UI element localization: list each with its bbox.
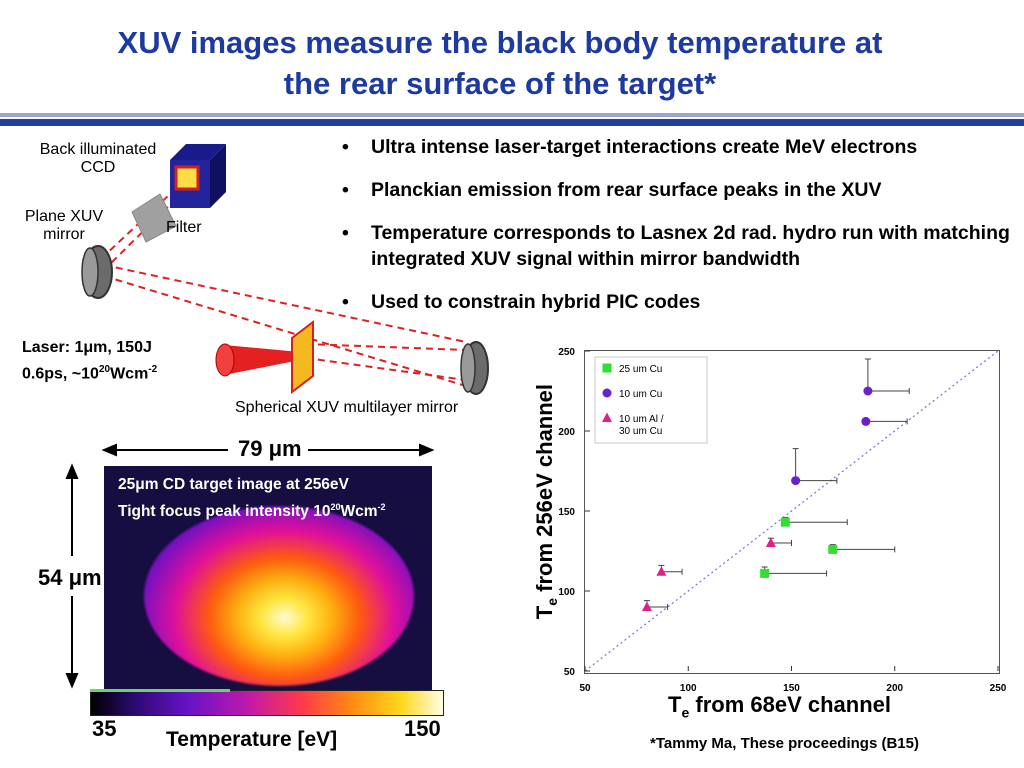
laser-cone (215, 343, 300, 377)
data-point (861, 416, 871, 426)
ccd-label: Back illuminated CCD (26, 141, 170, 177)
ccd-label-line: Back illuminated (39, 141, 157, 158)
spherical-mirror-label: Spherical XUV multilayer mirror (235, 399, 459, 416)
data-point (780, 517, 790, 527)
laser-line-1: Laser: 1μm, 150J (22, 339, 152, 356)
temperature-colorbar (90, 690, 444, 716)
ccd-cube (170, 144, 226, 208)
y-label-main: T (531, 605, 557, 620)
x-tick-label: 250 (990, 683, 1007, 694)
x-tick-label: 200 (886, 683, 903, 694)
y-tick-label: 200 (558, 427, 575, 438)
caption-exponent: 20 (330, 502, 341, 512)
laser-text-part: 0.6ps, ~10 (22, 365, 99, 383)
legend-marker (602, 412, 612, 422)
height-dimension-label: 54 μm (38, 565, 102, 591)
setup-diagram (81, 144, 489, 395)
data-point (863, 386, 873, 396)
footnote: *Tammy Ma, These proceedings (B15) (650, 735, 919, 752)
filter-label: Filter (166, 219, 202, 236)
target (291, 319, 314, 395)
plane-mirror-label: Plane XUV mirror (12, 208, 116, 244)
colorbar-label: Temperature [eV] (166, 728, 338, 751)
colorbar-max: 150 (404, 716, 441, 741)
laser-line-2: 0.6ps, ~1020Wcm-2 (22, 359, 157, 385)
y-label-rest: from 256eV channel (531, 383, 557, 598)
emission-spot (144, 506, 414, 686)
bullet-item: Used to constrain hybrid PIC codes (338, 289, 1022, 315)
bullet-list: Ultra intense laser-target interactions … (338, 134, 1022, 332)
laser-text-part: Wcm (110, 365, 149, 383)
chart-x-axis-label: Te from 68eV channel (668, 692, 891, 720)
legend-label: 10 um Al / (619, 414, 664, 425)
bullet-item: Ultra intense laser-target interactions … (338, 134, 1022, 160)
spherical-mirror (460, 341, 489, 395)
filter (131, 193, 177, 243)
caption-line-1: 25μm CD target image at 256eV (118, 476, 349, 493)
x-tick-label: 50 (579, 683, 591, 694)
laser-parameters: Laser: 1μm, 150J 0.6ps, ~1020Wcm-2 (22, 337, 157, 385)
temperature-comparison-chart: 50 100 150 200 250 50 100 150 200 250 25 um Cu 10 u… (558, 347, 1007, 694)
laser-exponent: -2 (148, 364, 158, 375)
caption-line-2: Tight focus peak intensity 1020Wcm-2 (118, 496, 386, 523)
data-point (791, 476, 801, 486)
legend-label: 30 um Cu (619, 426, 662, 437)
bullet-item: Planckian emission from rear surface pea… (338, 177, 1022, 203)
legend-label: 10 um Cu (619, 389, 662, 400)
x-label-rest: from 68eV channel (689, 692, 891, 717)
title-rule (0, 119, 1024, 126)
y-tick-label: 250 (558, 347, 575, 358)
plane-mirror-label-line: Plane XUV (24, 208, 104, 225)
data-point (641, 601, 652, 611)
colorbar-min: 35 (92, 716, 117, 741)
plane-mirror-label-line: mirror (43, 226, 85, 243)
legend-marker (602, 363, 612, 373)
title-line-2: the rear surface of the target* (283, 66, 717, 101)
slide-title: XUV images measure the black body temper… (0, 22, 1000, 104)
title-rule-light (0, 113, 1024, 117)
title-line-1: XUV images measure the black body temper… (117, 25, 883, 60)
bullet-item: Temperature corresponds to Lasnex 2d rad… (338, 220, 1022, 272)
data-point (760, 568, 770, 578)
y-tick-label: 100 (558, 587, 575, 598)
data-point (828, 544, 838, 554)
ccd-label-line: CCD (80, 159, 116, 176)
caption-text-part: Tight focus peak intensity 10 (118, 503, 331, 521)
x-label-sub: e (681, 704, 690, 721)
legend-label: 25 um Cu (619, 364, 662, 375)
colorbar-top-strip (90, 689, 230, 692)
xuv-target-image: 25μm CD target image at 256eV Tight focu… (104, 466, 432, 690)
image-caption: 25μm CD target image at 256eV Tight focu… (118, 474, 386, 523)
caption-text-part: Wcm (340, 503, 378, 521)
laser-exponent: 20 (98, 364, 111, 375)
y-label-sub: e (544, 597, 561, 606)
x-tick-label: 100 (680, 683, 697, 694)
plane-mirror (81, 245, 113, 299)
width-dimension-label: 79 μm (238, 436, 302, 461)
legend-box (594, 356, 708, 444)
x-label-main: T (668, 692, 682, 717)
dimension-arrows (65, 443, 435, 689)
caption-exponent: -2 (377, 502, 386, 512)
x-tick-label: 150 (783, 683, 800, 694)
y-tick-label: 50 (564, 667, 576, 678)
data-point (765, 537, 776, 547)
diagonal-line (584, 350, 999, 672)
data-point (656, 566, 667, 576)
legend-marker (602, 388, 612, 398)
chart-y-axis-label: Te from 256eV channel (531, 384, 561, 620)
y-tick-label: 150 (558, 507, 575, 518)
